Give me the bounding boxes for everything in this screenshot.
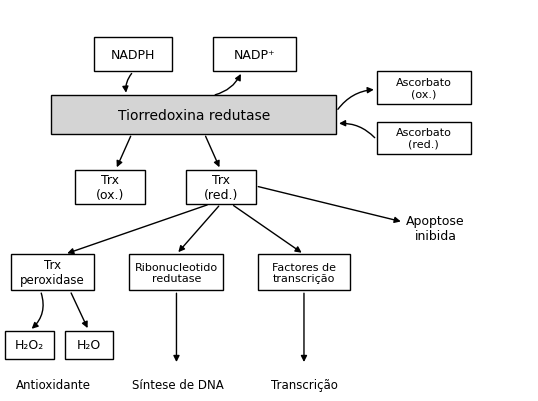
FancyBboxPatch shape	[258, 255, 350, 291]
Text: Trx
(ox.): Trx (ox.)	[96, 174, 124, 201]
FancyBboxPatch shape	[5, 331, 54, 359]
FancyBboxPatch shape	[51, 96, 336, 134]
FancyBboxPatch shape	[11, 255, 94, 291]
FancyBboxPatch shape	[94, 38, 172, 72]
FancyBboxPatch shape	[186, 170, 256, 205]
FancyBboxPatch shape	[377, 122, 471, 154]
Text: Tiorredoxina redutase: Tiorredoxina redutase	[118, 108, 270, 122]
Text: Apoptose
inibida: Apoptose inibida	[406, 215, 465, 243]
Text: H₂O: H₂O	[76, 338, 101, 351]
Text: Síntese de DNA: Síntese de DNA	[132, 378, 223, 391]
Text: Transcrição: Transcrição	[271, 378, 337, 391]
FancyBboxPatch shape	[213, 38, 296, 72]
Text: NADP⁺: NADP⁺	[233, 49, 275, 62]
Text: Ribonucleotido
redutase: Ribonucleotido redutase	[134, 262, 218, 284]
FancyBboxPatch shape	[129, 255, 223, 291]
Text: NADPH: NADPH	[111, 49, 155, 62]
Text: Ascorbato
(red.): Ascorbato (red.)	[396, 128, 451, 149]
FancyBboxPatch shape	[75, 170, 145, 205]
FancyBboxPatch shape	[377, 72, 471, 104]
Text: H₂O₂: H₂O₂	[15, 338, 44, 351]
Text: Antioxidante: Antioxidante	[16, 378, 91, 391]
Text: Factores de
transcrição: Factores de transcrição	[272, 262, 336, 284]
Text: Trx
peroxidase: Trx peroxidase	[20, 259, 85, 287]
FancyBboxPatch shape	[65, 331, 113, 359]
Text: Trx
(red.): Trx (red.)	[203, 174, 238, 201]
Text: Ascorbato
(ox.): Ascorbato (ox.)	[396, 77, 451, 99]
